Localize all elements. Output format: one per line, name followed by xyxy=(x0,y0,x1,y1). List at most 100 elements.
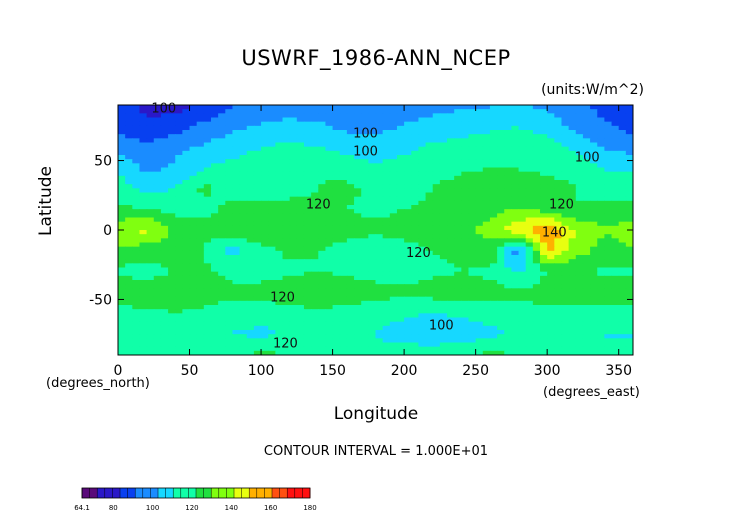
contour-label: 100 xyxy=(151,102,176,117)
heatmap-cell xyxy=(332,325,341,331)
heatmap-cell xyxy=(225,250,234,256)
heatmap-cell xyxy=(246,188,255,194)
heatmap-cell xyxy=(232,150,241,156)
heatmap-cell xyxy=(404,213,412,219)
heatmap-cell xyxy=(525,280,534,285)
heatmap-cell xyxy=(218,221,226,227)
heatmap-cell xyxy=(225,105,234,110)
heatmap-cell xyxy=(404,305,412,310)
heatmap-cell xyxy=(625,300,633,306)
heatmap-cell xyxy=(454,205,462,210)
heatmap-cell xyxy=(375,267,384,273)
heatmap-cell xyxy=(225,284,234,289)
heatmap-cell xyxy=(554,175,563,181)
heatmap-cell xyxy=(196,175,205,181)
heatmap-cell xyxy=(225,188,234,194)
heatmap-cell xyxy=(425,313,434,319)
heatmap-cell xyxy=(175,267,183,273)
heatmap-cell xyxy=(554,321,563,327)
y-units-label: (degrees_north) xyxy=(46,376,150,391)
heatmap-cell xyxy=(354,271,362,277)
heatmap-cell xyxy=(282,205,291,210)
colorbar-tick-label: 140 xyxy=(225,504,238,512)
heatmap-cell xyxy=(203,213,212,219)
heatmap-cell xyxy=(125,200,133,206)
heatmap-cell xyxy=(447,134,455,139)
heatmap-cell xyxy=(389,117,398,123)
heatmap-cell xyxy=(597,296,605,302)
heatmap-cell xyxy=(447,200,455,206)
heatmap-cell xyxy=(132,288,141,294)
heatmap-cell xyxy=(468,280,477,285)
heatmap-cell xyxy=(182,184,191,189)
heatmap-cell xyxy=(454,280,462,285)
heatmap-cell xyxy=(375,246,384,252)
heatmap-cell xyxy=(425,121,434,127)
heatmap-cell xyxy=(382,163,391,169)
heatmap-cell xyxy=(339,109,348,114)
heatmap-cell xyxy=(368,242,377,248)
heatmap-cell xyxy=(268,150,276,156)
contour-label: 100 xyxy=(575,150,600,165)
heatmap-cell xyxy=(339,155,348,160)
heatmap-cell xyxy=(354,242,362,248)
heatmap-cell xyxy=(511,213,520,219)
heatmap-cell xyxy=(518,134,527,139)
heatmap-cell xyxy=(196,305,205,310)
heatmap-cell xyxy=(132,350,141,355)
heatmap-cell xyxy=(389,275,398,281)
heatmap-cell xyxy=(568,255,577,260)
heatmap-cell xyxy=(489,163,498,169)
heatmap-cell xyxy=(332,113,341,119)
heatmap-cell xyxy=(497,263,505,269)
heatmap-cell xyxy=(160,305,169,310)
heatmap-cell xyxy=(225,346,234,352)
heatmap-cell xyxy=(268,300,276,306)
heatmap-cell xyxy=(125,138,133,144)
heatmap-cell xyxy=(518,105,527,110)
heatmap-cell xyxy=(268,330,276,335)
heatmap-cell xyxy=(296,305,305,310)
heatmap-cell xyxy=(132,171,141,177)
heatmap-cell xyxy=(497,242,505,248)
heatmap-cell xyxy=(532,330,541,335)
heatmap-cell xyxy=(504,125,513,131)
heatmap-cell xyxy=(468,188,477,194)
heatmap-cell xyxy=(461,275,470,281)
heatmap-cell xyxy=(504,309,513,314)
heatmap-cell xyxy=(389,267,398,273)
heatmap-cell xyxy=(375,184,384,189)
heatmap-cell xyxy=(289,334,298,339)
heatmap-cell xyxy=(139,246,148,252)
heatmap-cell xyxy=(454,196,462,202)
heatmap-cell xyxy=(268,130,276,135)
heatmap-cell xyxy=(461,313,470,319)
heatmap-cell xyxy=(540,138,548,144)
heatmap-cell xyxy=(554,346,563,352)
heatmap-cell xyxy=(604,167,613,173)
heatmap-cell xyxy=(475,238,484,244)
heatmap-cell xyxy=(296,142,305,148)
heatmap-cell xyxy=(382,313,391,319)
heatmap-cell xyxy=(611,280,620,285)
heatmap-cell xyxy=(468,138,477,144)
heatmap-cell xyxy=(275,196,284,202)
heatmap-cell xyxy=(489,188,498,194)
heatmap-cell xyxy=(590,138,598,144)
heatmap-cell xyxy=(132,296,141,302)
heatmap-cell xyxy=(346,209,355,214)
heatmap-cell xyxy=(454,313,462,319)
heatmap-cell xyxy=(554,250,563,256)
heatmap-cell xyxy=(125,309,133,314)
heatmap-cell xyxy=(125,263,133,269)
heatmap-cell xyxy=(361,200,369,206)
heatmap-cell xyxy=(354,200,362,206)
heatmap-cell xyxy=(532,234,541,239)
heatmap-cell xyxy=(504,284,513,289)
heatmap-cell xyxy=(239,296,248,302)
heatmap-cell xyxy=(332,130,341,135)
heatmap-cell xyxy=(540,230,548,235)
heatmap-cell xyxy=(332,200,341,206)
heatmap-cell xyxy=(597,317,605,323)
heatmap-cell xyxy=(382,175,391,181)
